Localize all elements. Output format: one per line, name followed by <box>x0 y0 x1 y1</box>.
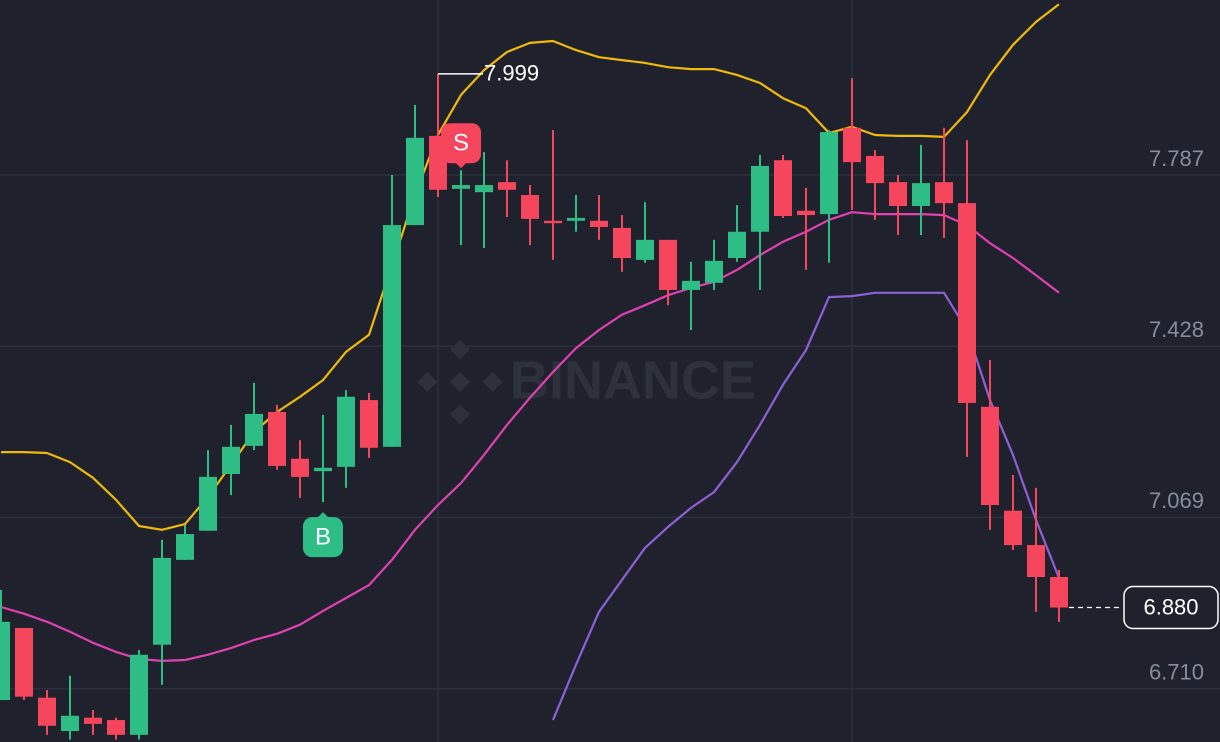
candle-body <box>820 132 838 215</box>
candle-body <box>406 137 424 226</box>
y-tick-label: 7.428 <box>1149 317 1204 342</box>
candle-body <box>84 717 102 724</box>
candle-body <box>383 225 401 447</box>
candle-body <box>15 628 33 697</box>
watermark-text: BINANCE <box>510 350 756 410</box>
candle-body <box>245 413 263 446</box>
candle-body <box>498 182 516 190</box>
candle-body <box>107 720 125 735</box>
watermark: BINANCE <box>417 339 756 425</box>
candle-body <box>268 412 286 466</box>
candle-body <box>337 396 355 467</box>
candle-body <box>153 557 171 645</box>
candle-body <box>613 227 631 258</box>
candle-body <box>452 185 470 189</box>
signal-marker: B <box>303 512 343 558</box>
candle-body <box>1027 545 1045 578</box>
last-price-label: 6.880 <box>1143 594 1198 619</box>
last-price-box <box>1123 585 1219 630</box>
signal-badge <box>441 123 481 164</box>
candle-body <box>659 239 677 290</box>
candle-body <box>705 260 723 283</box>
y-tick-label: 7.069 <box>1149 488 1204 513</box>
candle-body <box>912 183 930 207</box>
candle-body <box>866 155 884 184</box>
candle-body <box>222 446 240 475</box>
signal-label: B <box>315 523 331 550</box>
candle-body <box>682 280 700 290</box>
candle-body <box>797 210 815 216</box>
candle-body <box>567 217 585 221</box>
candle-body <box>475 185 493 193</box>
high-label: 7.999 <box>484 61 539 86</box>
candle-body <box>38 697 56 726</box>
candle-body <box>889 182 907 207</box>
candle-body <box>843 127 861 163</box>
candle-body <box>61 715 79 732</box>
candle-body <box>199 476 217 531</box>
candle-body <box>636 239 654 260</box>
candle-body <box>590 220 608 227</box>
candle-body <box>1004 510 1022 546</box>
candle-body <box>291 458 309 477</box>
candle-body <box>981 406 999 505</box>
signal-marker: S <box>441 123 481 169</box>
candle-body <box>314 467 332 472</box>
candle-body <box>176 534 194 560</box>
y-tick-label: 7.787 <box>1149 146 1204 171</box>
signal-pointer <box>317 512 329 519</box>
band-line <box>0 211 1060 662</box>
candle-body <box>0 621 10 701</box>
candle-body <box>360 400 378 448</box>
candle-body <box>130 654 148 735</box>
signal-label: S <box>453 130 469 157</box>
candle-body <box>958 203 976 403</box>
candle-body <box>544 220 562 224</box>
candle-body <box>1050 577 1068 608</box>
signal-badge <box>303 517 343 558</box>
candle-body <box>935 182 953 204</box>
signal-pointer <box>455 162 467 169</box>
band-line <box>1 3 1060 531</box>
y-tick-label: 6.710 <box>1149 659 1204 684</box>
candle-body <box>521 195 539 219</box>
candle-body <box>751 165 769 232</box>
candle-body <box>728 231 746 258</box>
candle-body <box>774 160 792 217</box>
